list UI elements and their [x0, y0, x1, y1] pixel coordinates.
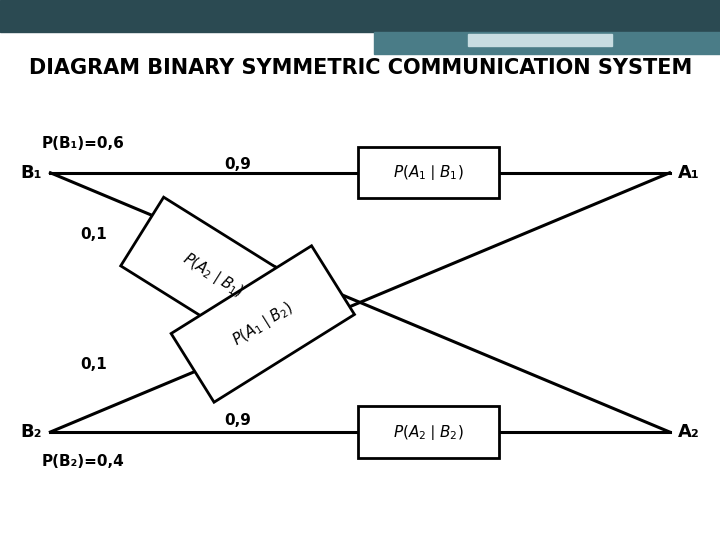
Bar: [358, 147, 498, 198]
Text: $P(A_2 \mid B_2)$: $P(A_2 \mid B_2)$: [393, 422, 464, 442]
Text: DIAGRAM BINARY SYMMETRIC COMMUNICATION SYSTEM: DIAGRAM BINARY SYMMETRIC COMMUNICATION S…: [29, 58, 692, 78]
Text: A₂: A₂: [678, 423, 700, 441]
Polygon shape: [171, 246, 354, 402]
Text: B₂: B₂: [20, 423, 42, 441]
Text: P(B₁)=0,6: P(B₁)=0,6: [42, 136, 125, 151]
Text: $P(A_1 \mid B_1)$: $P(A_1 \mid B_1)$: [393, 163, 464, 183]
Text: 0,1: 0,1: [80, 357, 107, 372]
Polygon shape: [121, 197, 304, 354]
Text: 0,1: 0,1: [80, 227, 107, 242]
Bar: [358, 406, 498, 457]
Text: 0,9: 0,9: [224, 413, 251, 428]
Text: $P(A_2 \mid B_1)$: $P(A_2 \mid B_1)$: [179, 249, 246, 301]
Text: P(B₂)=0,4: P(B₂)=0,4: [42, 454, 125, 469]
Text: 0,9: 0,9: [224, 157, 251, 172]
Text: A₁: A₁: [678, 164, 700, 182]
Text: $P(A_1 \mid B_2)$: $P(A_1 \mid B_2)$: [229, 298, 297, 350]
Text: B₁: B₁: [20, 164, 42, 182]
